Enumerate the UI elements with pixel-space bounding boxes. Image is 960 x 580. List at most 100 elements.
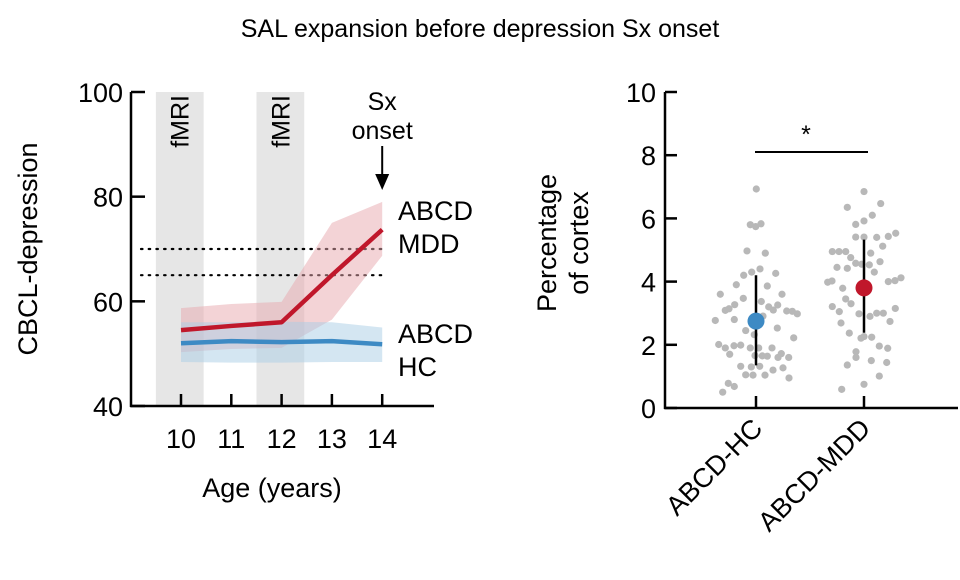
- data-point: [837, 319, 845, 327]
- data-point: [842, 247, 850, 256]
- data-point: [711, 316, 719, 325]
- x-axis-label: Age (years): [202, 473, 342, 503]
- data-point: [884, 278, 892, 286]
- mean-marker-abcd-mdd: [855, 279, 873, 297]
- data-point: [737, 341, 745, 349]
- x-tick-label: 14: [367, 424, 397, 454]
- series-label-mdd-line2: MDD: [398, 229, 460, 259]
- data-point: [739, 294, 747, 302]
- data-point: [715, 340, 723, 349]
- figure-title: SAL expansion before depression Sx onset: [241, 15, 720, 43]
- x-tick-label: ABCD-MDD: [752, 413, 876, 537]
- data-point: [839, 284, 847, 292]
- data-point: [866, 312, 874, 320]
- data-point: [730, 315, 738, 324]
- data-point: [721, 344, 729, 352]
- data-point: [785, 353, 793, 362]
- data-point: [828, 247, 836, 256]
- scatter-points: [711, 185, 905, 396]
- annotation-line-2: onset: [352, 117, 413, 145]
- data-point: [857, 334, 865, 342]
- data-point: [763, 352, 771, 360]
- data-point: [884, 344, 892, 352]
- data-point: [843, 264, 851, 272]
- data-point: [774, 301, 782, 309]
- band-abcd-mdd: [181, 201, 383, 353]
- data-point: [779, 364, 787, 372]
- data-point: [873, 309, 881, 317]
- data-point: [725, 305, 733, 313]
- right-axes: [663, 92, 958, 410]
- data-point: [747, 363, 755, 371]
- y-tick-label: 100: [78, 78, 123, 108]
- data-point: [773, 324, 781, 332]
- data-point: [860, 187, 868, 196]
- data-point: [852, 233, 860, 241]
- data-point: [865, 261, 873, 269]
- data-point: [860, 380, 868, 388]
- y-tick-label: 2: [641, 331, 656, 361]
- data-point: [793, 310, 801, 318]
- data-point: [752, 223, 760, 231]
- y-tick-label: 60: [93, 287, 123, 317]
- data-point: [868, 211, 876, 219]
- data-point: [883, 358, 891, 367]
- y-tick-label: 8: [641, 141, 656, 171]
- data-point: [879, 242, 887, 250]
- data-point: [879, 309, 887, 317]
- data-point: [867, 357, 875, 365]
- data-point: [867, 249, 875, 257]
- data-point: [757, 297, 765, 306]
- data-point: [756, 265, 764, 273]
- data-point: [724, 379, 732, 387]
- data-point: [761, 371, 769, 379]
- data-point: [828, 302, 836, 311]
- fmri-label-1: fMRI: [267, 95, 295, 148]
- fmri-label-0: fMRI: [167, 95, 195, 148]
- y-axis-label-line2: of cortex: [564, 191, 594, 295]
- data-point: [783, 307, 791, 315]
- data-point: [897, 274, 905, 282]
- data-point: [777, 350, 785, 358]
- data-point: [752, 185, 760, 193]
- data-point: [726, 350, 734, 358]
- data-point: [730, 342, 738, 350]
- data-point: [772, 269, 780, 277]
- data-point: [876, 258, 884, 266]
- data-point: [743, 247, 751, 255]
- line-abcd-hc: [180, 338, 383, 347]
- significance-bracket: *: [755, 121, 868, 154]
- data-point: [873, 233, 881, 241]
- data-point: [847, 300, 855, 308]
- data-point: [737, 362, 745, 370]
- data-point: [790, 334, 798, 342]
- series-label-mdd-line1: ABCD: [398, 196, 473, 226]
- series-labels: ABCD MDD ABCD HC: [398, 196, 473, 382]
- significance-star: *: [801, 121, 811, 149]
- data-point: [730, 382, 738, 391]
- data-point: [868, 333, 876, 341]
- data-point: [716, 290, 724, 298]
- mean-marker-abcd-hc: [747, 312, 765, 330]
- y-tick-label: 10: [626, 78, 656, 108]
- series-label-hc-line2: HC: [398, 352, 437, 382]
- data-point: [731, 301, 739, 309]
- data-point: [763, 282, 771, 290]
- y-ticks: 0 2 4 6 8 10: [626, 78, 677, 424]
- data-point: [748, 268, 756, 276]
- data-point: [852, 259, 860, 267]
- data-point: [875, 372, 883, 380]
- data-point: [778, 290, 786, 298]
- y-axis-label-line1: Percentage: [532, 174, 562, 312]
- data-point: [877, 199, 885, 208]
- data-point: [757, 220, 765, 228]
- data-point: [892, 229, 900, 237]
- data-point: [746, 221, 754, 229]
- sx-onset-annotation: Sx onset: [352, 88, 413, 190]
- data-point: [870, 268, 878, 276]
- data-point: [833, 263, 841, 271]
- data-point: [749, 371, 757, 379]
- y-tick-label: 40: [93, 392, 123, 422]
- data-point: [852, 353, 860, 362]
